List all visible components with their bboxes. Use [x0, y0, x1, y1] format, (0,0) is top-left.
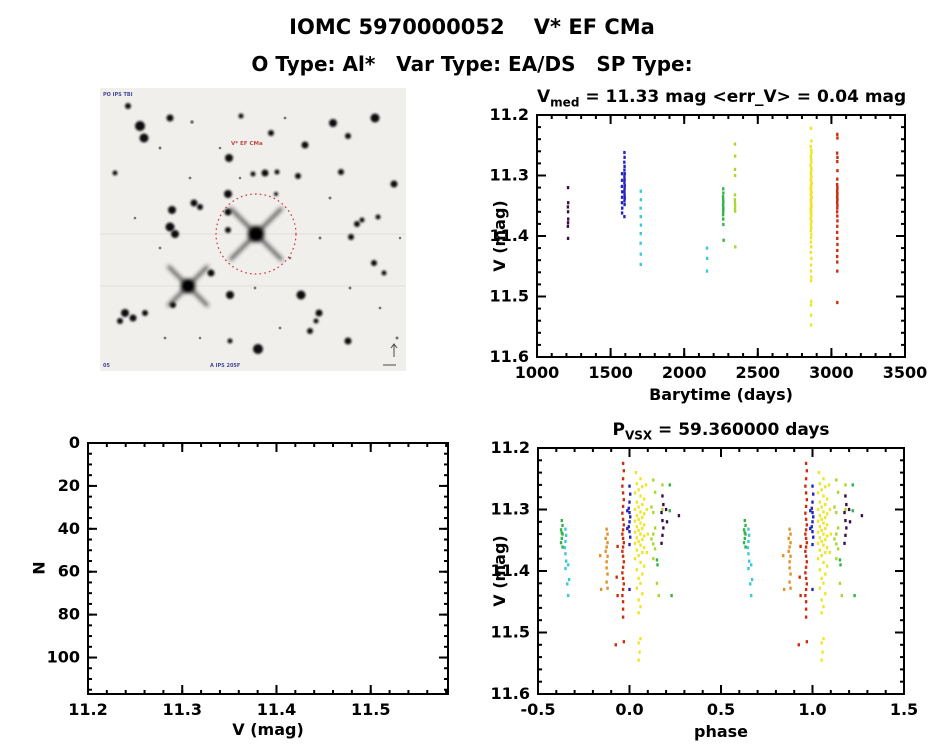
svg-text:11.4: 11.4: [257, 700, 296, 719]
page-title: IOMC 5970000052 V* EF CMa: [289, 15, 655, 39]
svg-text:1.5: 1.5: [890, 700, 918, 719]
svg-text:11.5: 11.5: [490, 287, 529, 306]
svg-text:11.2: 11.2: [490, 105, 529, 124]
svg-text:1500: 1500: [588, 363, 633, 382]
svg-text:60: 60: [58, 562, 80, 581]
svg-text:80: 80: [58, 605, 80, 624]
histogram-plot: 11.2 11.3 11.4 11.5 0 20 40 60 80 100: [47, 433, 449, 719]
lightcurve-plot: 1000 1500 2000 2500 3000 3500 11.2 11.3 11.4 11.5…: [490, 105, 928, 382]
lightcurve-xlabel: Barytime (days): [649, 385, 793, 404]
phase-title: PVSX = 59.360000 days: [538, 420, 904, 442]
phase-title-sub: VSX: [624, 428, 653, 443]
finder-chart-image: V* EF CMa PO IPS TBI A IPS 205F 05: [100, 88, 406, 371]
target-circle: [215, 193, 297, 275]
svg-text:0.5: 0.5: [707, 700, 735, 719]
svg-text:2000: 2000: [662, 363, 707, 382]
svg-text:3000: 3000: [809, 363, 854, 382]
histogram-xlabel: V (mag): [232, 720, 304, 739]
phase-xlabel: phase: [693, 722, 748, 741]
svg-text:0.0: 0.0: [615, 700, 643, 719]
lightcurve-title-sub: med: [550, 95, 580, 110]
finder-annotation-top-left: PO IPS TBI: [103, 92, 133, 98]
svg-text:40: 40: [58, 519, 80, 538]
svg-text:11.6: 11.6: [491, 684, 530, 703]
svg-text:20: 20: [58, 476, 80, 495]
finder-annotation-bottom-center: A IPS 205F: [210, 363, 240, 369]
phase-title-main: P: [612, 420, 625, 440]
svg-text:11.4: 11.4: [490, 226, 529, 245]
lightcurve-title-rest: = 11.33 mag <err_V> = 0.04 mag: [579, 87, 907, 107]
phase-title-rest: = 59.360000 days: [652, 420, 830, 440]
lightcurve-title-main: V: [537, 87, 551, 107]
target-label: V* EF CMa: [231, 141, 263, 147]
svg-text:11.2: 11.2: [68, 700, 107, 719]
svg-text:11.5: 11.5: [351, 700, 390, 719]
page-subtitle: O Type: Al* Var Type: EA/DS SP Type:: [251, 52, 693, 76]
star-field: [100, 103, 406, 354]
svg-text:1.0: 1.0: [798, 700, 826, 719]
svg-text:11.2: 11.2: [491, 438, 530, 457]
histogram-ylabel: N: [29, 561, 49, 575]
svg-text:11.5: 11.5: [491, 623, 530, 642]
lightcurve-title: Vmed = 11.33 mag <err_V> = 0.04 mag: [537, 87, 907, 110]
svg-text:0: 0: [69, 433, 80, 452]
svg-text:11.3: 11.3: [491, 500, 530, 519]
svg-text:2500: 2500: [736, 363, 781, 382]
svg-text:3500: 3500: [883, 363, 928, 382]
phase-ylabel: V (mag): [490, 535, 509, 607]
svg-text:11.3: 11.3: [162, 700, 201, 719]
svg-text:-0.5: -0.5: [521, 700, 556, 719]
finder-annotation-bottom-left: 05: [103, 363, 110, 369]
svg-text:11.3: 11.3: [490, 166, 529, 185]
lightcurve-ylabel: V (mag): [490, 200, 509, 272]
orientation-arrow-icon: [383, 343, 398, 366]
svg-text:100: 100: [47, 648, 80, 667]
svg-text:1000: 1000: [515, 363, 560, 382]
phase-plot: -0.5 0.0 0.5 1.0 1.5 11.2 11.3 11.4 11.5 11.6: [491, 438, 919, 719]
svg-text:11.6: 11.6: [490, 347, 529, 366]
svg-text:11.4: 11.4: [491, 561, 530, 580]
